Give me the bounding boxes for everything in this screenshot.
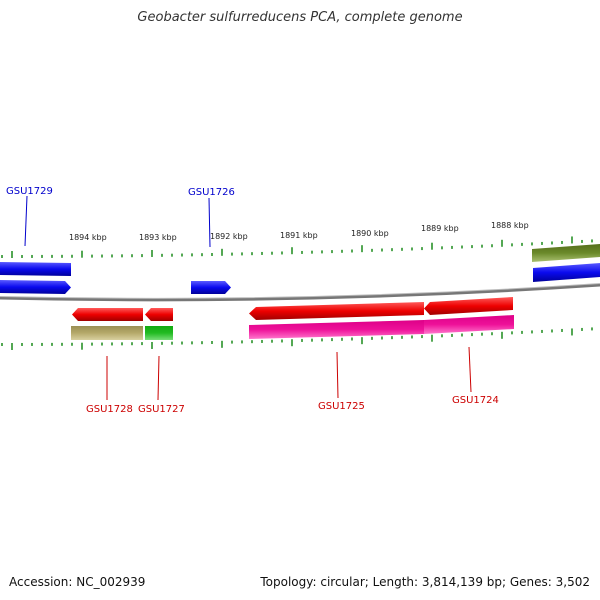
gene-label-gsu1724[interactable]: GSU1724: [452, 395, 499, 406]
scale-label: 1893 kbp: [139, 233, 177, 242]
feature-block-gsu1727[interactable]: [145, 326, 173, 340]
gene-arrow-gsu1725[interactable]: [249, 302, 424, 320]
genome-backbone: [0, 283, 600, 302]
gene-arrow-gsu1724[interactable]: [424, 297, 513, 315]
gene-arrow-gsu1728[interactable]: [72, 308, 143, 321]
gene-labels: GSU1729 GSU1726 GSU1728 GSU1727 GSU1725 …: [6, 186, 499, 415]
leader-gsu1725: [336, 351, 339, 399]
forward-features: [0, 244, 600, 294]
scale-ticks-top: [1, 236, 593, 258]
gene-arrow-gsu1727[interactable]: [145, 308, 173, 321]
label-leaders: [24, 195, 472, 401]
genome-backbone-highlight: [0, 283, 600, 299]
feature-block-gsu1724[interactable]: [424, 315, 514, 334]
gene-arrow-right-edge[interactable]: [533, 263, 600, 282]
scale-label: 1890 kbp: [351, 229, 389, 238]
gene-arrow-gsu1729[interactable]: [0, 280, 71, 294]
scale-label: 1889 kbp: [421, 224, 459, 233]
gene-label-gsu1725[interactable]: GSU1725: [318, 401, 365, 412]
scale-label: 1894 kbp: [69, 233, 107, 242]
scale-label: 1888 kbp: [491, 221, 529, 230]
map-title: Geobacter sulfurreducens PCA, complete g…: [137, 10, 463, 25]
gene-arrow-gsu1726[interactable]: [191, 281, 231, 294]
scale-labels: 1894 kbp 1893 kbp 1892 kbp 1891 kbp 1890…: [69, 221, 529, 242]
feature-block-gsu1728[interactable]: [71, 326, 143, 340]
feature-block-gsu1725[interactable]: [249, 320, 424, 339]
scale-ticks-bottom: [1, 327, 593, 350]
gene-label-gsu1728[interactable]: GSU1728: [86, 404, 133, 415]
scale-label: 1892 kbp: [210, 232, 248, 241]
leader-gsu1724: [468, 346, 472, 393]
accession-text: Accession: NC_002939: [9, 575, 146, 589]
reverse-features: [71, 297, 514, 340]
leader-gsu1726: [208, 197, 211, 248]
summary-text: Topology: circular; Length: 3,814,139 bp…: [260, 575, 590, 589]
feature-block-right-olive[interactable]: [532, 244, 600, 262]
gene-arrow-gsu1729-upper[interactable]: [0, 262, 71, 276]
leader-gsu1727: [157, 355, 160, 401]
gene-label-gsu1726[interactable]: GSU1726: [188, 187, 235, 198]
gene-label-gsu1729[interactable]: GSU1729: [6, 186, 53, 197]
scale-label: 1891 kbp: [280, 231, 318, 240]
leader-gsu1729: [24, 195, 28, 247]
gene-label-gsu1727[interactable]: GSU1727: [138, 404, 185, 415]
